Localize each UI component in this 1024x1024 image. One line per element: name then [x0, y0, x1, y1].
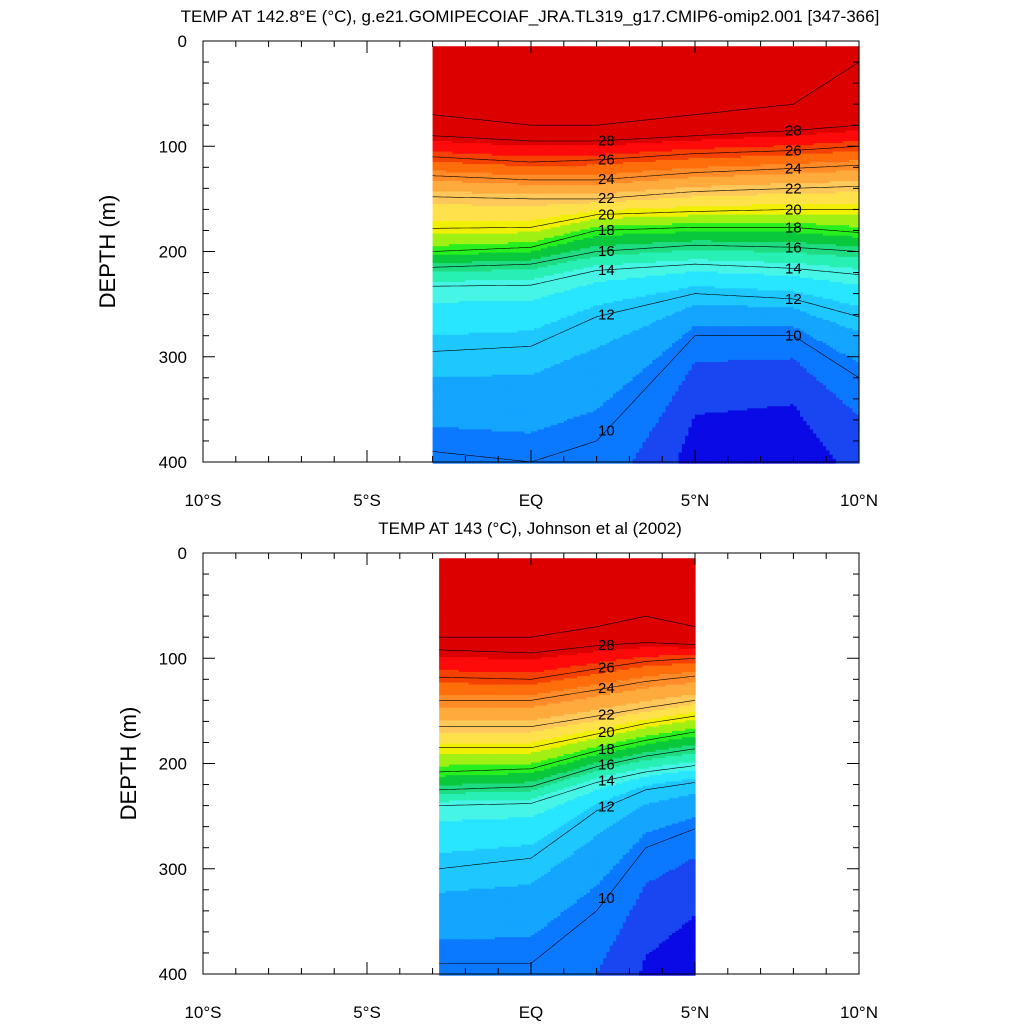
panel-model: TEMP AT 142.8°E (°C), g.e21.GOMIPECOIAF_… — [95, 7, 879, 510]
chart-title: TEMP AT 142.8°E (°C), g.e21.GOMIPECOIAF_… — [181, 7, 880, 26]
